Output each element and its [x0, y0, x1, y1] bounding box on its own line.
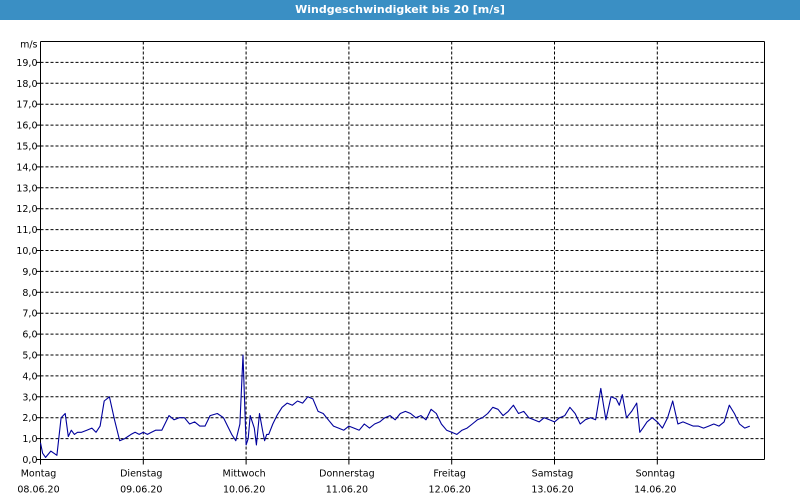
y-tick-label: 16,0: [16, 121, 37, 132]
x-tick-label-day: Donnerstag: [319, 469, 374, 480]
y-tick-label: 8,0: [22, 288, 37, 299]
y-tick-label: 13,0: [16, 183, 37, 194]
x-tick-label-date: 10.06.20: [223, 485, 265, 496]
x-tick-label-day: Sonntag: [636, 469, 675, 480]
x-tick-label-day: Samstag: [532, 469, 574, 480]
y-tick-label: 15,0: [16, 142, 37, 153]
y-tick-label: 12,0: [16, 204, 37, 215]
y-tick-label: 10,0: [16, 246, 37, 257]
grid: [40, 41, 765, 460]
chart-title: Windgeschwindigkeit bis 20 [m/s]: [295, 3, 505, 16]
x-tick-label-date: 12.06.20: [429, 485, 471, 496]
x-tick-label-day: Montag: [21, 469, 57, 480]
x-tick-label-day: Mittwoch: [223, 469, 266, 480]
labels: 0,0 1,0 2,0 3,0 4,0 5,0 6,0 7,0 8,0 9,0 10,0 11,0 12…: [16, 40, 676, 496]
x-tick-label-date: 11.06.20: [326, 485, 368, 496]
series: [39, 354, 751, 458]
y-tick-label: 0,0: [22, 455, 37, 466]
y-tick-label: 1,0: [22, 434, 37, 445]
y-tick-label: 9,0: [22, 267, 37, 278]
chart-background: [0, 20, 800, 500]
y-tick-label: 18,0: [16, 79, 37, 90]
x-tick-label-day: Freitag: [433, 469, 466, 480]
y-tick-label: 19,0: [16, 58, 37, 69]
y-tick-label: 2,0: [22, 413, 37, 424]
y-tick-label: 4,0: [22, 371, 37, 382]
x-tick-label-date: 14.06.20: [634, 485, 676, 496]
y-tick-label: 17,0: [16, 100, 37, 111]
y-tick-label: 6,0: [22, 330, 37, 341]
y-tick-label: 3,0: [22, 392, 37, 403]
y-tick-label: 7,0: [22, 309, 37, 320]
wind-speed-chart: 0,0 1,0 2,0 3,0 4,0 5,0 6,0 7,0 8,0 9,0 10,0 11,0 12…: [0, 20, 800, 500]
x-tick-label-date: 08.06.20: [17, 485, 59, 496]
axes: [36, 41, 765, 465]
y-tick-label: 11,0: [16, 225, 37, 236]
chart-title-bar: Windgeschwindigkeit bis 20 [m/s]: [0, 0, 800, 20]
x-tick-label-date: 09.06.20: [120, 485, 162, 496]
x-tick-label-date: 13.06.20: [531, 485, 573, 496]
y-axis-label: m/s: [20, 40, 37, 51]
y-tick-label: 5,0: [22, 351, 37, 362]
series-line-wind-speed: [39, 354, 751, 458]
x-tick-label-day: Dienstag: [120, 469, 162, 480]
y-tick-label: 14,0: [16, 162, 37, 173]
